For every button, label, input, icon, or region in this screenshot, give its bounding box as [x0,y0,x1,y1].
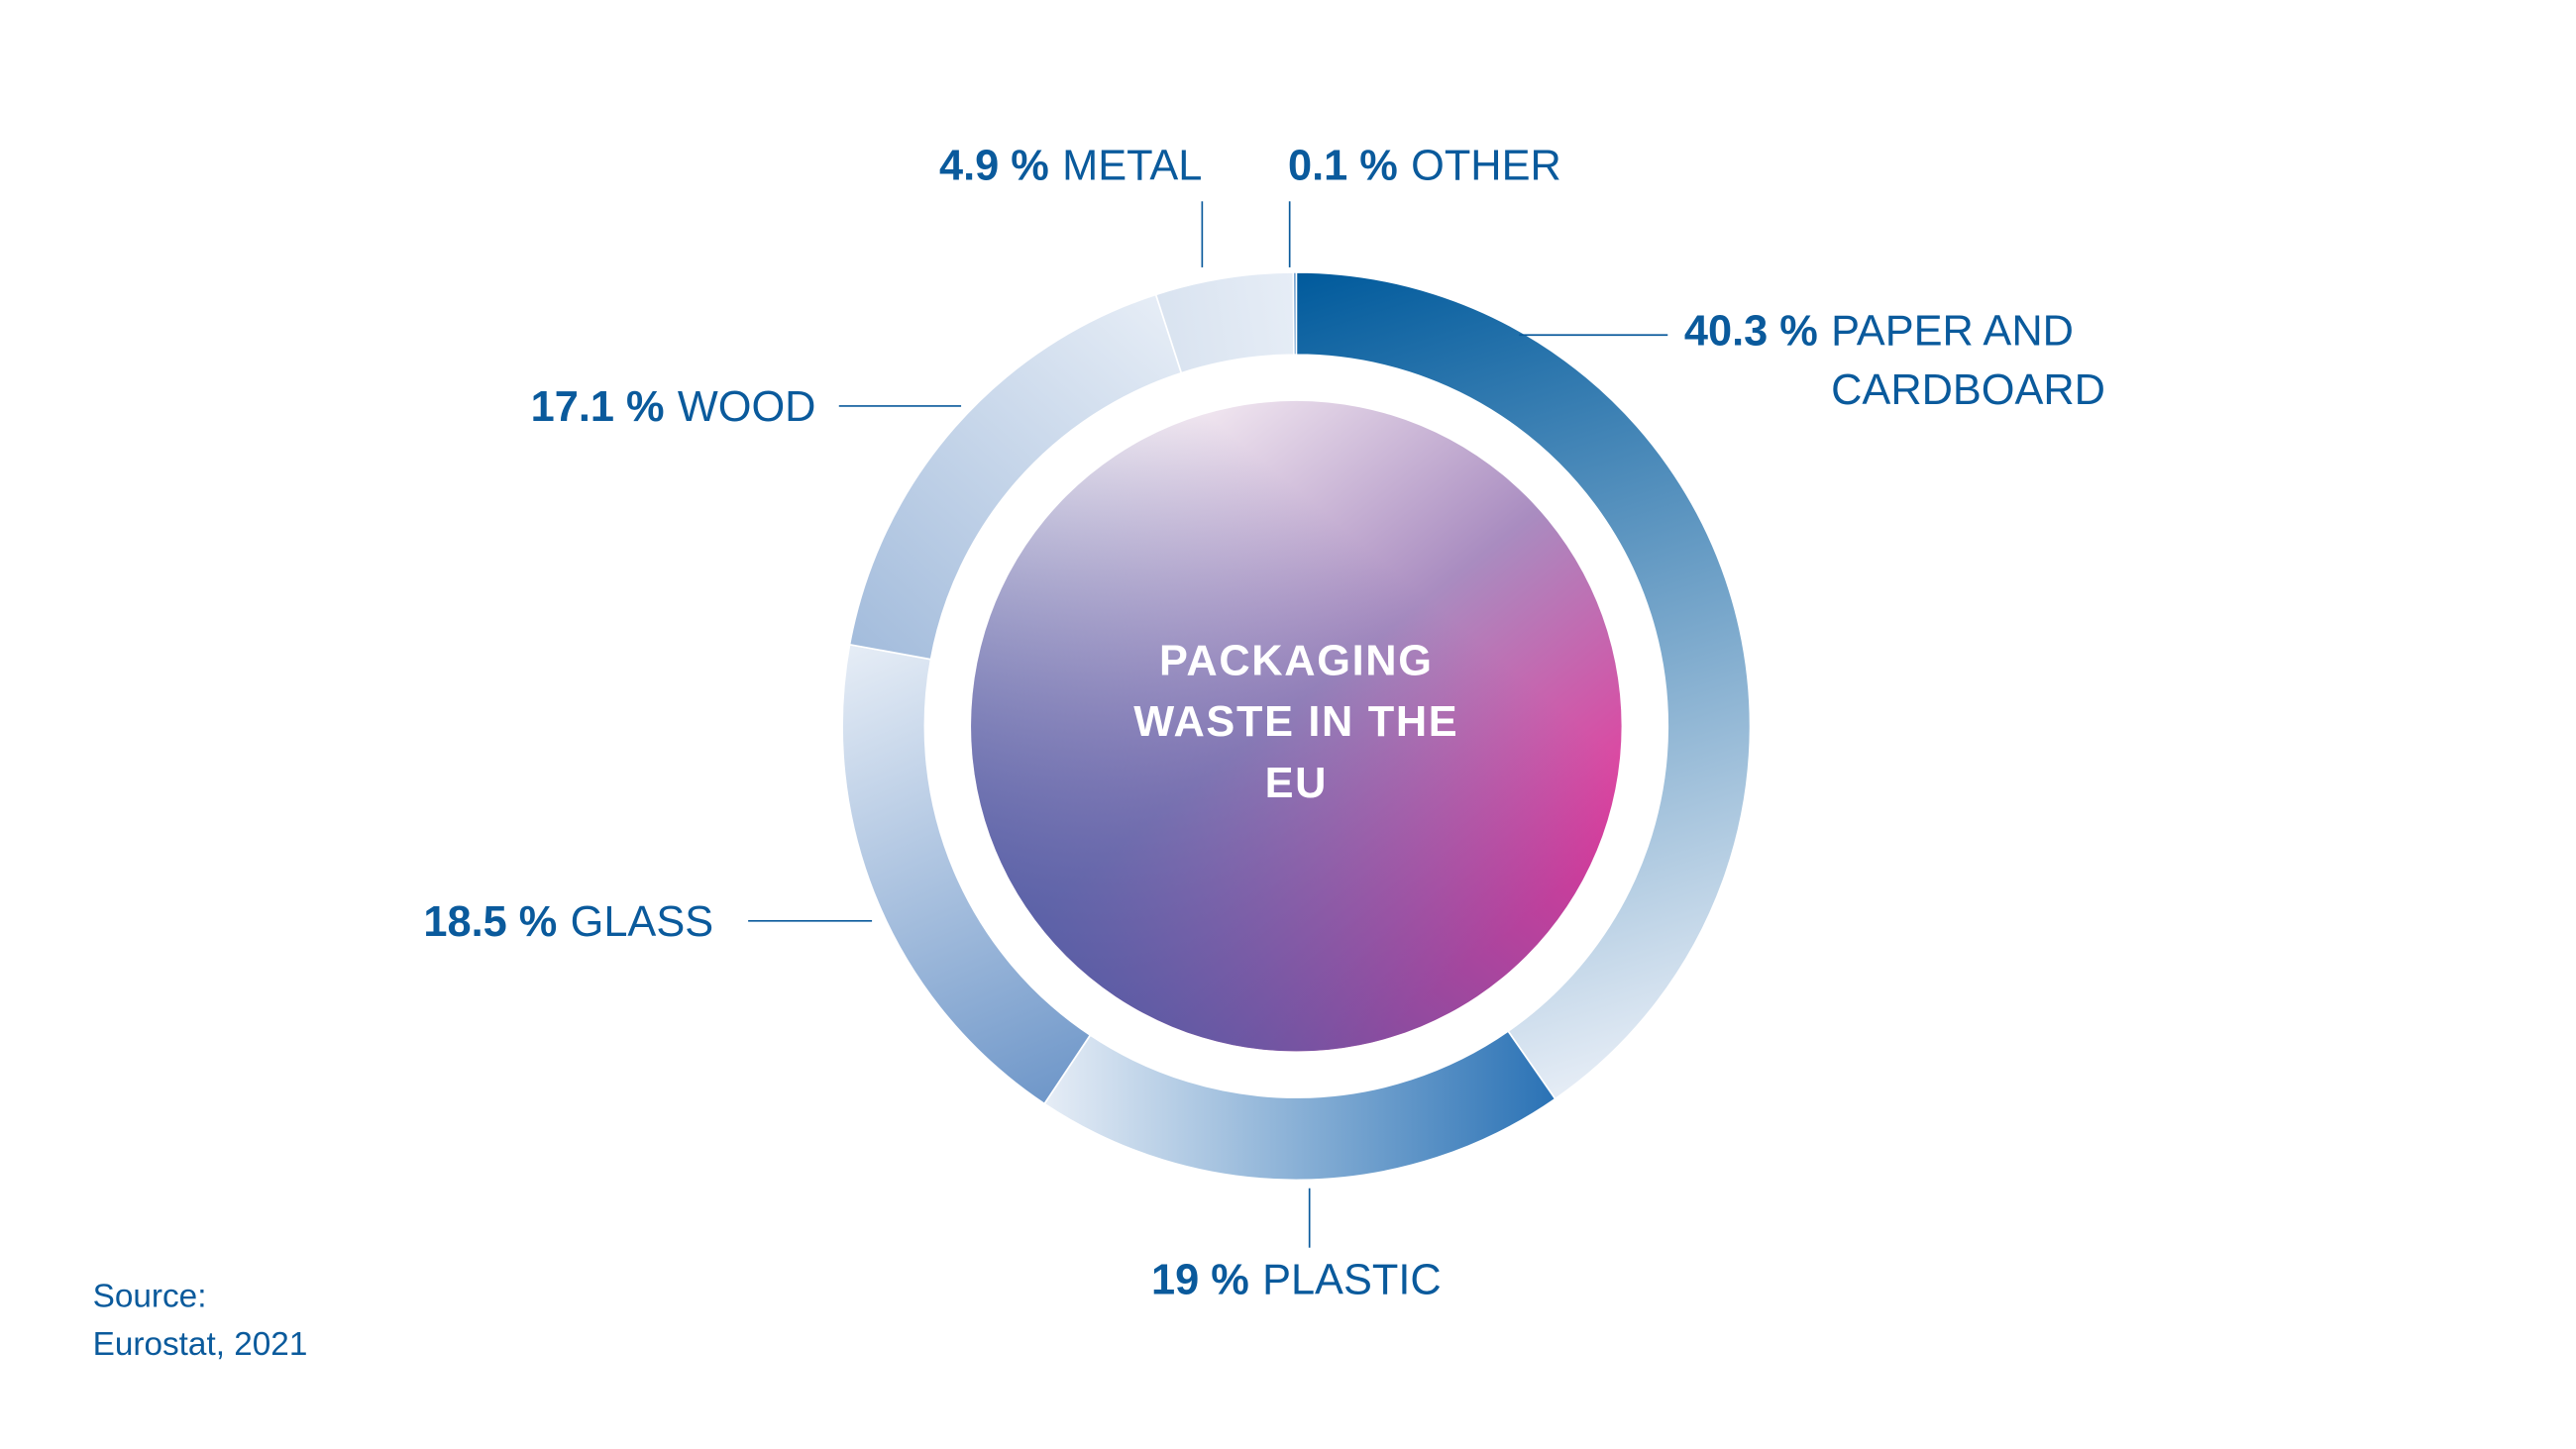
label-box: 19 % PLASTIC [991,1249,1602,1308]
center-title: PACKAGING WASTE IN THE EU [1133,635,1459,807]
category-label: METAL [1062,140,1203,190]
label-box: 0.1 % OTHER [1288,136,1783,195]
slice-label: 18.5 % GLASS [215,891,713,951]
category-label: PLASTIC [1262,1254,1442,1304]
category-label: OTHER [1411,140,1561,190]
label-box: 40.3 % PAPER AND CARDBOARD [1684,300,2180,419]
value-label: 40.3 % [1683,305,1818,356]
source-text: Eurostat, 2021 [92,1326,308,1364]
donut-segment [1295,271,1752,1100]
slice-label: 40.3 % PAPER AND CARDBOARD [1684,300,2180,419]
slice-label: 4.9 % METAL [710,136,1203,195]
value-label: 4.9 % [938,140,1049,190]
center-shade [971,400,1622,1052]
label-box: 4.9 % METAL [710,136,1203,195]
slice-label: 17.1 % WOOD [314,376,816,436]
donut-segment [1154,271,1295,374]
value-label: 17.1 % [530,380,665,431]
slice-label: 0.1 % OTHER [1288,136,1783,195]
source: Source: Eurostat, 2021 [93,1274,589,1370]
source-label: Source: [92,1279,207,1316]
value-label: 18.5 % [423,895,558,946]
value-label: 0.1 % [1288,140,1398,190]
slice-label: 19 % PLASTIC [991,1249,1602,1308]
category-label: WOOD [677,380,816,431]
value-label: 19 % [1150,1254,1249,1304]
label-box: 17.1 % WOOD [314,376,816,436]
label-box: Source: Eurostat, 2021 [93,1274,589,1370]
label-box: 18.5 % GLASS [215,891,713,951]
label-box: PACKAGING WASTE IN THE EU [1133,635,1459,807]
category-label: GLASS [570,895,714,946]
donut-segment [1042,1029,1556,1182]
category-label: PAPER AND CARDBOARD [1831,305,2105,415]
donut-segment [1292,271,1298,357]
